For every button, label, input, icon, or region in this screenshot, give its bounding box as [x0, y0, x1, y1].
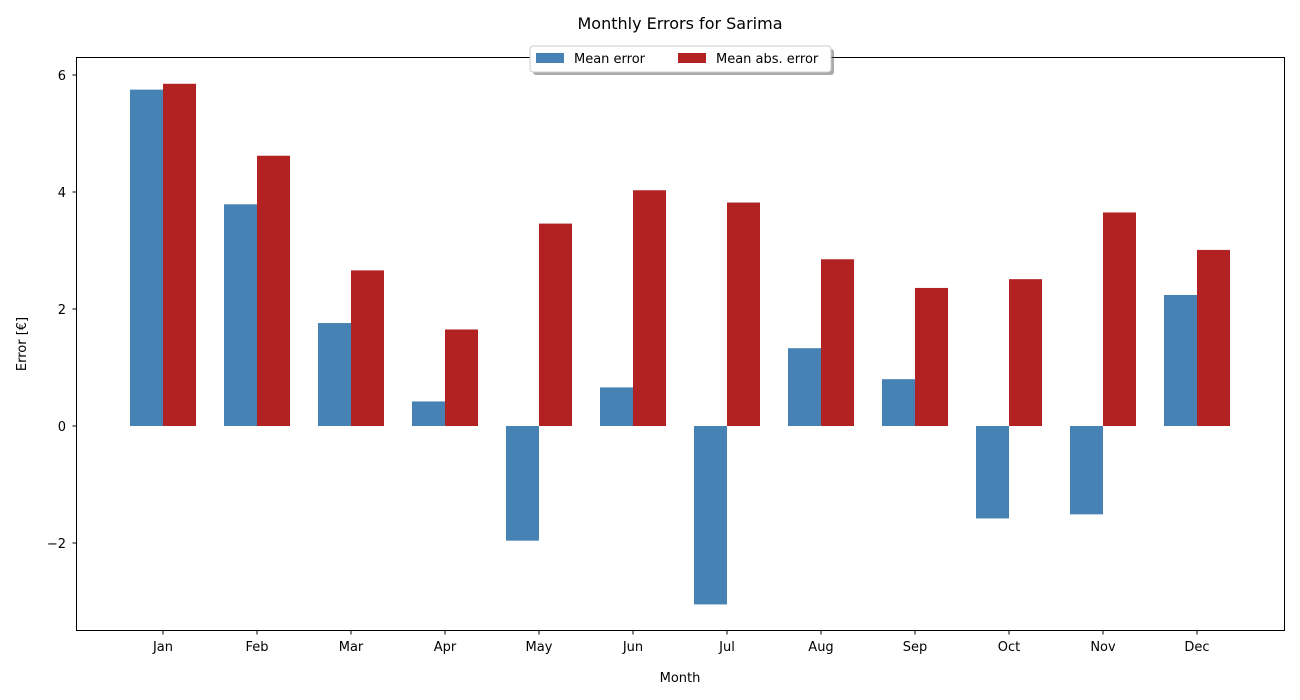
bar-mean-error-jul: [694, 426, 727, 605]
bar-mean-abs-error-sep: [915, 287, 948, 426]
legend-label-mean-abs-error: Mean abs. error: [716, 52, 819, 67]
y-tick-label: 4: [58, 186, 66, 201]
x-tick-label: Jan: [152, 640, 173, 655]
x-tick-label: Oct: [998, 640, 1020, 655]
x-tick-label: Jun: [622, 640, 643, 655]
bar-mean-abs-error-apr: [445, 329, 478, 426]
x-tick-label: Jul: [718, 640, 735, 655]
x-tick-label: Mar: [339, 640, 364, 655]
bar-mean-abs-error-jul: [727, 202, 760, 426]
y-tick-label: 0: [58, 420, 66, 435]
bar-mean-error-may: [506, 426, 539, 541]
bar-mean-error-jan: [130, 89, 163, 426]
bar-mean-abs-error-dec: [1197, 249, 1230, 426]
x-tick-label: Nov: [1090, 640, 1116, 655]
x-tick-label: Sep: [903, 640, 928, 655]
x-tick-label: Apr: [434, 640, 457, 655]
y-tick-label: 6: [58, 69, 66, 84]
x-tick-label: Dec: [1184, 640, 1209, 655]
bars-layer: [130, 83, 1230, 605]
bar-mean-error-aug: [788, 348, 821, 426]
bar-mean-error-sep: [882, 379, 915, 426]
bar-mean-error-jun: [600, 387, 633, 426]
bar-mean-abs-error-mar: [351, 270, 384, 426]
legend-label-mean-error: Mean error: [574, 52, 646, 67]
y-axis-label: Error [€]: [15, 317, 30, 371]
bar-mean-abs-error-nov: [1103, 212, 1136, 426]
bar-mean-error-oct: [976, 426, 1009, 519]
bar-mean-abs-error-may: [539, 223, 572, 426]
legend-swatch-mean-error: [536, 53, 564, 63]
x-tick-label: Aug: [808, 640, 833, 655]
x-tick-label: May: [526, 640, 553, 655]
chart-title: Monthly Errors for Sarima: [577, 14, 782, 33]
x-tick-label: Feb: [245, 640, 268, 655]
bar-mean-abs-error-aug: [821, 259, 854, 426]
legend-swatch-mean-abs-error: [678, 53, 706, 63]
bar-mean-abs-error-jun: [633, 190, 666, 426]
bar-mean-error-feb: [224, 204, 257, 426]
ticks-layer: Jan Feb Mar Apr May Jun Jul Aug Sep Oct Nov Dec 6 4 2 0…: [47, 69, 1210, 655]
bar-mean-abs-error-feb: [257, 155, 290, 427]
bar-mean-error-mar: [318, 323, 351, 426]
bar-mean-error-apr: [412, 401, 445, 426]
bar-mean-error-dec: [1164, 294, 1197, 426]
y-tick-label: 2: [58, 303, 66, 318]
legend: Mean error Mean abs. error: [529, 45, 834, 75]
bar-mean-error-nov: [1070, 426, 1103, 515]
bar-mean-abs-error-oct: [1009, 279, 1042, 426]
y-tick-label: −2: [47, 537, 66, 552]
bar-mean-abs-error-jan: [163, 83, 196, 427]
x-axis-label: Month: [660, 671, 701, 686]
